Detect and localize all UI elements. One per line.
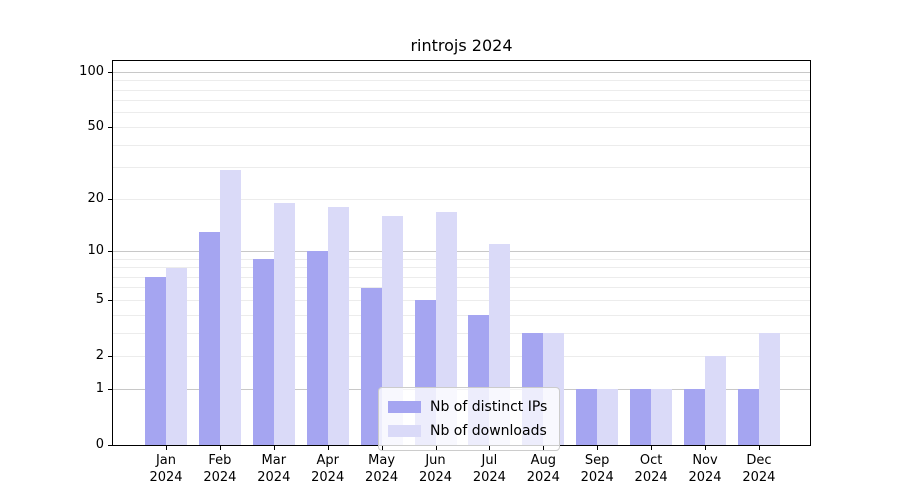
- bar-downloads: [273, 203, 295, 445]
- x-tick-mark: [219, 446, 221, 450]
- y-major-gridline: [113, 71, 810, 73]
- x-tick-mark: [597, 446, 599, 450]
- y-minor-gridline: [113, 80, 810, 82]
- y-tick-mark: [108, 198, 112, 200]
- y-minor-gridline: [113, 267, 810, 269]
- y-major-gridline: [113, 250, 810, 252]
- y-tick-mark: [108, 388, 112, 390]
- x-tick-label: Oct 2024: [634, 453, 668, 485]
- x-tick-mark: [327, 446, 329, 450]
- bar-distinct-ips: [630, 389, 652, 445]
- chart-title: rintrojs 2024: [410, 36, 513, 55]
- y-tick-mark: [108, 299, 112, 301]
- legend-label: Nb of downloads: [430, 423, 547, 439]
- x-tick-label: Dec 2024: [742, 453, 776, 485]
- x-tick-label: Sep 2024: [580, 453, 614, 485]
- legend-label: Nb of distinct IPs: [430, 399, 548, 415]
- x-tick-mark: [489, 446, 491, 450]
- x-tick-mark: [166, 446, 167, 450]
- y-minor-gridline: [113, 276, 810, 278]
- y-minor-gridline: [113, 144, 810, 146]
- x-tick-label: Nov 2024: [688, 453, 722, 485]
- y-tick-label: 0: [95, 437, 104, 452]
- bar-downloads: [758, 333, 780, 445]
- y-tick-label: 10: [87, 243, 104, 259]
- y-tick-mark: [108, 444, 112, 446]
- y-tick-label: 1: [95, 381, 104, 396]
- bar-distinct-ips: [252, 259, 274, 445]
- x-tick-label: May 2024: [365, 453, 399, 485]
- bar-downloads: [651, 389, 673, 445]
- bar-distinct-ips: [737, 389, 759, 445]
- bar-downloads: [597, 389, 619, 445]
- legend-swatch-distinct-ips: [388, 401, 421, 413]
- x-tick-mark: [651, 446, 653, 450]
- plot-area: Nb of distinct IPs Nb of downloads: [112, 60, 811, 451]
- y-minor-gridline: [113, 355, 810, 357]
- bar-distinct-ips: [684, 389, 705, 445]
- x-tick-label: Aug 2024: [526, 453, 560, 485]
- y-tick-label: 50: [87, 119, 104, 135]
- x-tick-label: Jun 2024: [418, 453, 453, 485]
- bar-downloads: [219, 170, 241, 445]
- bar-distinct-ips: [145, 277, 166, 445]
- bar-downloads: [435, 211, 457, 445]
- legend: Nb of distinct IPs Nb of downloads: [378, 387, 561, 451]
- x-tick-mark: [435, 446, 437, 450]
- bar-distinct-ips: [360, 287, 382, 445]
- legend-swatch-downloads: [388, 425, 421, 437]
- bar-downloads: [705, 356, 726, 445]
- y-tick-label: 100: [79, 64, 104, 80]
- y-minor-gridline: [113, 198, 810, 200]
- y-tick-label: 2: [95, 348, 104, 364]
- y-minor-gridline: [113, 112, 810, 114]
- x-tick-mark: [273, 446, 275, 450]
- y-minor-gridline: [113, 287, 810, 289]
- y-minor-gridline: [113, 314, 810, 316]
- bar-distinct-ips: [576, 389, 598, 445]
- bar-downloads: [327, 207, 349, 445]
- y-minor-gridline: [113, 299, 810, 301]
- bar-distinct-ips: [198, 231, 220, 445]
- bar-downloads: [166, 267, 187, 445]
- y-minor-gridline: [113, 126, 810, 128]
- legend-row: Nb of downloads: [388, 419, 547, 443]
- y-minor-gridline: [113, 332, 810, 334]
- x-tick-mark: [705, 446, 706, 450]
- y-tick-mark: [108, 355, 112, 357]
- x-tick-mark: [758, 446, 760, 450]
- y-minor-gridline: [113, 167, 810, 169]
- x-tick-label: Feb 2024: [203, 453, 237, 485]
- x-tick-mark: [381, 446, 383, 450]
- y-tick-mark: [108, 250, 112, 252]
- y-minor-gridline: [113, 100, 810, 102]
- x-tick-mark: [543, 446, 545, 450]
- x-tick-label: Jan 2024: [149, 453, 183, 485]
- x-tick-label: Apr 2024: [311, 453, 345, 485]
- y-tick-label: 5: [95, 292, 104, 308]
- y-tick-mark: [108, 71, 112, 73]
- legend-row: Nb of distinct IPs: [388, 395, 547, 419]
- y-minor-gridline: [113, 258, 810, 260]
- x-tick-label: Mar 2024: [257, 453, 291, 485]
- bar-distinct-ips: [306, 251, 328, 445]
- x-tick-label: Jul 2024: [472, 453, 506, 485]
- y-tick-label: 20: [87, 191, 104, 207]
- y-tick-mark: [108, 126, 112, 128]
- y-minor-gridline: [113, 89, 810, 91]
